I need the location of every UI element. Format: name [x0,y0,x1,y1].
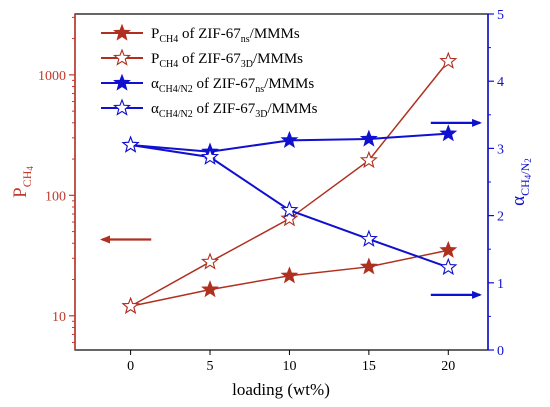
series-2-point [121,296,140,314]
series-4-point [359,229,378,247]
series-4-point [439,257,458,276]
series-3-point [359,129,378,147]
legend-text-part: ns [255,84,264,95]
series-4-point [121,135,140,153]
arrow-layer [100,118,483,299]
x-tick-label: 5 [207,359,214,374]
series-1-point [201,280,219,298]
legend-marker-4 [112,98,132,116]
legend-text-part: of ZIF-67 [193,76,256,92]
series-4-point [280,200,299,218]
left-axis-label-sub2: 4 [25,166,35,171]
legend-entry-2: PCH4 of ZIF-673D/MMMs [151,51,303,70]
series-2-point [200,252,220,270]
right-axis-label-sub2: 4 [523,174,533,179]
series-2-point [280,209,299,227]
x-tick-label: 20 [441,359,455,374]
left-axis-label-main: P [10,187,31,198]
left-axis-label: PCH4 [10,166,35,198]
right-axis-label-sub4: 2 [523,158,533,163]
series-2-point [359,150,378,169]
legend-text-part: α [151,101,159,117]
legend-marker-2 [112,48,132,66]
legend-text-part: of ZIF-67 [178,26,241,42]
left-tick-label: 100 [45,189,66,204]
legend-entry-4: αCH4/N2 of ZIF-673D/MMMs [151,101,318,120]
x-axis-label: loading (wt%) [232,380,330,399]
legend-text-part: /MMMs [253,51,303,67]
right-axis-ticks: 0 1 2 3 4 5 [488,8,504,359]
right-tick-label: 0 [497,344,504,359]
left-axis-ticks: 10 100 1000 [38,16,75,344]
right-tick-label: 1 [497,277,504,292]
right-axis-label: αCH4/N2 [508,158,533,206]
series-1-point [280,266,299,284]
right-axis-label-main: α [508,196,529,206]
x-tick-label: 10 [282,359,296,374]
right-tick-label: 5 [497,8,504,23]
legend-text-part: α [151,76,159,92]
x-axis-ticks: 0 5 10 15 20 [127,350,455,374]
legend-text-part: P [151,26,159,42]
legend-text-part: CH4 [159,34,178,45]
right-axis-label-sub: CH [518,179,532,196]
legend-text-part: 3D [255,109,267,120]
legend-entry-3: αCH4/N2 of ZIF-67ns/MMMs [151,76,314,95]
svg-text:αCH4/N2: αCH4/N2 [508,158,533,206]
left-tick-label: 10 [52,310,66,325]
legend-text-part: /MMMs [264,76,314,92]
legend-marker-1 [113,23,131,41]
right-tick-label: 2 [497,210,504,225]
legend-text-part: CH4 [159,59,178,70]
series-3-point [439,124,458,142]
legend-text-part: of ZIF-67 [178,51,241,67]
legend-text-part: P [151,51,159,67]
legend-text-part: /MMMs [268,101,318,117]
left-tick-label: 1000 [38,69,66,84]
legend-text-part: of ZIF-67 [193,101,256,117]
svg-text:PCH4: PCH4 [10,166,35,198]
x-tick-label: 15 [362,359,376,374]
legend-entry-1: PCH4 of ZIF-67ns/MMMs [151,26,300,45]
legend-text-part: ns [241,34,250,45]
legend-text-part: 3D [241,59,253,70]
legend-text-part: CH4/N2 [159,109,193,120]
right-tick-label: 4 [497,75,504,90]
series-1-point [439,240,458,258]
series-layer [121,51,458,314]
right-tick-label: 3 [497,142,504,157]
series-2-point [439,51,458,69]
x-tick-label: 0 [127,359,134,374]
series-4-point [200,147,220,165]
series-1-point [359,257,378,275]
series-3-point [280,130,299,148]
legend-text-part: CH4/N2 [159,84,193,95]
legend-marker-3 [113,73,131,91]
right-axis-label-sub3: /N [518,162,532,174]
legend-text-part: /MMMs [250,26,300,42]
left-axis-label-sub: CH [20,170,34,187]
